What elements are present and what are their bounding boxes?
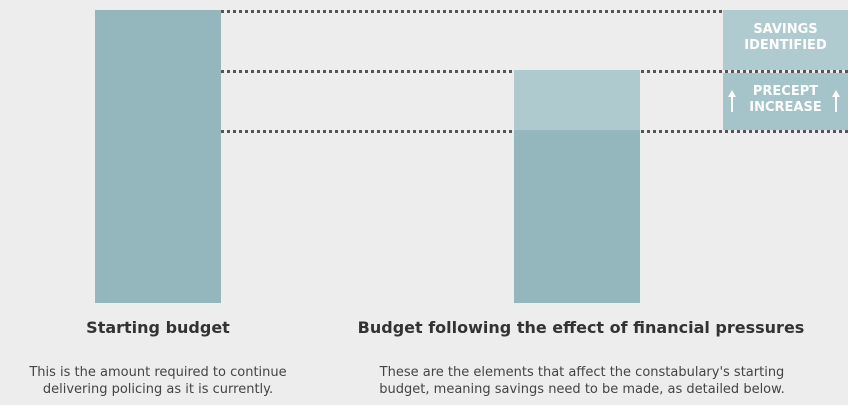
pressures-bar-lower (514, 130, 640, 303)
arrow-up-icon (728, 90, 736, 112)
precept-increase-label: PRECEPT INCREASE (749, 84, 822, 115)
savings-identified-label: SAVINGS IDENTIFIED (744, 22, 827, 53)
precept-increase-box: PRECEPT INCREASE (723, 73, 848, 130)
dotted-line-bottom (95, 130, 848, 133)
dotted-line-top (95, 10, 848, 13)
savings-identified-box: SAVINGS IDENTIFIED (723, 10, 848, 70)
pressures-description: These are the elements that affect the c… (379, 365, 785, 397)
starting-budget-bar (95, 10, 221, 303)
arrow-up-icon (832, 90, 840, 112)
starting-budget-description: This is the amount required to continue … (29, 365, 287, 397)
dotted-line-middle (95, 70, 848, 73)
pressures-heading: Budget following the effect of financial… (357, 318, 805, 337)
starting-budget-heading: Starting budget (86, 318, 230, 337)
pressures-bar-upper (514, 70, 640, 130)
